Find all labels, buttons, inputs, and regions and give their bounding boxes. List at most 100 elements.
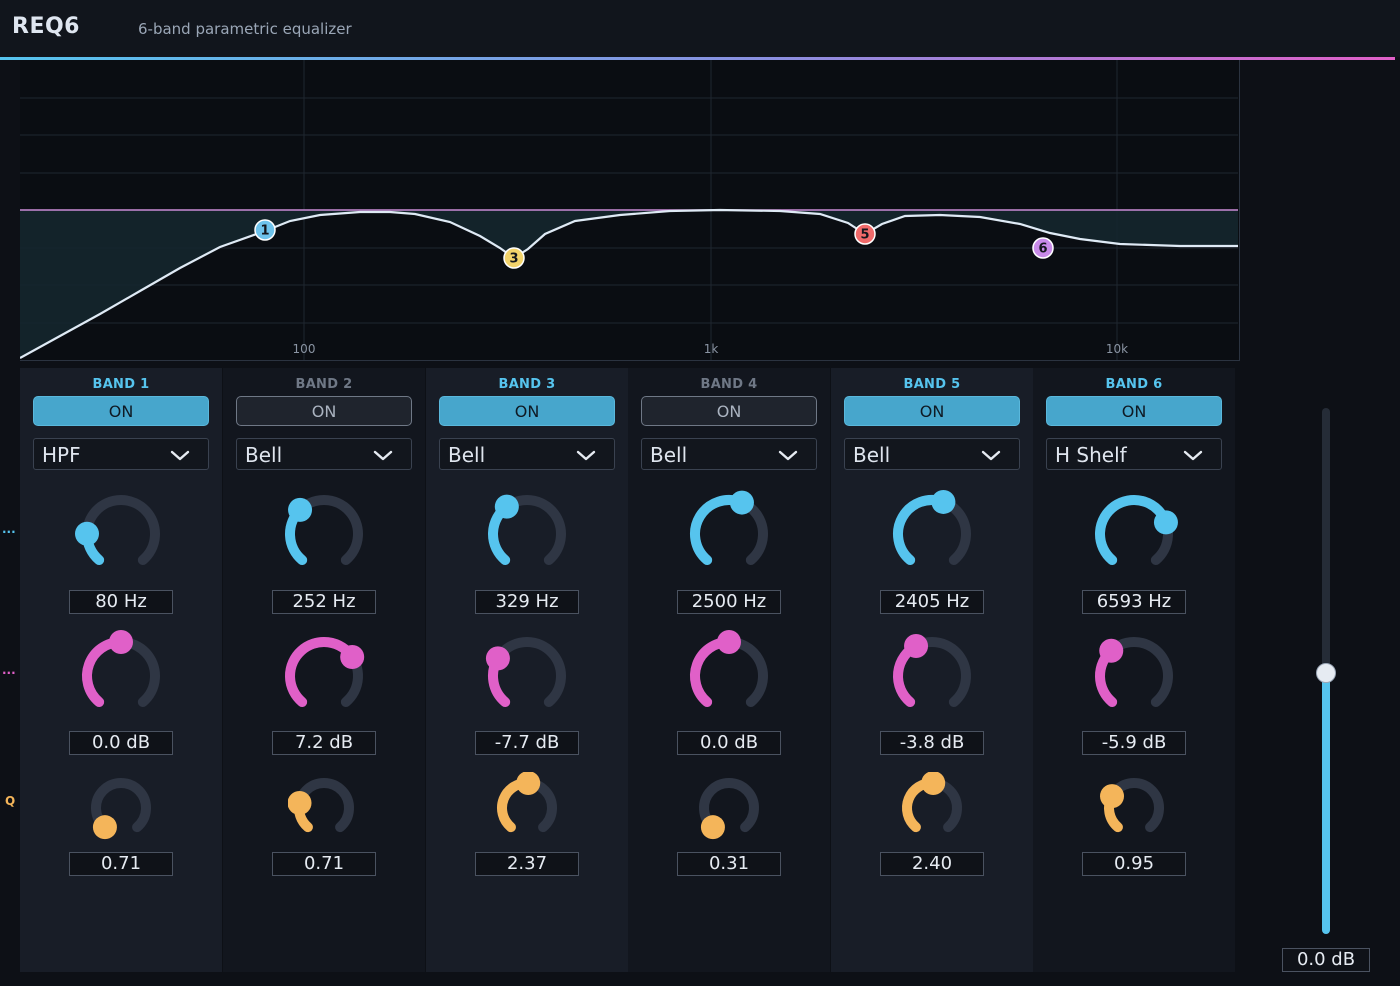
band-5-gain-knob[interactable]	[886, 630, 978, 722]
band-2-on-button[interactable]: ON	[236, 396, 412, 426]
accent-line	[0, 57, 1395, 60]
band-nodes[interactable]: 1 3 5 6	[254, 219, 1054, 269]
band-6-gain-value[interactable]: -5.9 dB	[1082, 731, 1186, 755]
band-6-strip: BAND 6 ON H Shelf 6593 Hz -5.9 dB 0.95	[1033, 368, 1235, 972]
band-6-freq-value[interactable]: 6593 Hz	[1082, 590, 1186, 614]
band-3-q-value[interactable]: 2.37	[475, 852, 579, 876]
band-4-q-knob-track	[699, 778, 759, 833]
band-4-gain-knob[interactable]	[683, 630, 775, 722]
band-4-strip: BAND 4 ON Bell 2500 Hz 0.0 dB 0.31	[628, 368, 830, 972]
band-4-gain-knob-handle[interactable]	[717, 630, 741, 654]
band-6-on-button[interactable]: ON	[1046, 396, 1222, 426]
band-1-q-knob-handle[interactable]	[92, 815, 117, 840]
band-6-freq-knob-value-arc	[1095, 495, 1171, 566]
band-1-on-button[interactable]: ON	[33, 396, 209, 426]
band-2-q-value[interactable]: 0.71	[272, 852, 376, 876]
band-4-type-value: Bell	[650, 443, 688, 467]
band-5-freq-value[interactable]: 2405 Hz	[880, 590, 984, 614]
band-4-gain-value[interactable]: 0.0 dB	[677, 731, 781, 755]
band-6-freq-knob-handle[interactable]	[1153, 510, 1178, 535]
band-3-freq-knob-handle[interactable]	[494, 494, 519, 519]
band-1-type-value: HPF	[42, 443, 81, 467]
band-1-freq-knob-handle[interactable]	[75, 521, 100, 546]
eq-response-graph[interactable]: 100 1k 10k 1 3 5 6	[20, 60, 1240, 361]
band-2-type-select[interactable]: Bell	[236, 438, 412, 470]
band-1-freq-value[interactable]: 80 Hz	[69, 590, 173, 614]
band-2-gain-knob[interactable]	[278, 630, 370, 722]
master-slider-thumb[interactable]	[1316, 663, 1336, 683]
band-5-gain-knob-handle[interactable]	[904, 633, 929, 658]
band-2-strip: BAND 2 ON Bell 252 Hz 7.2 dB 0.71	[223, 368, 425, 972]
band-5-label: BAND 5	[903, 377, 961, 392]
band-5-q-knob[interactable]	[896, 772, 968, 844]
band-1-gain-value[interactable]: 0.0 dB	[69, 731, 173, 755]
chevron-down-icon	[1183, 450, 1203, 461]
band-node-5[interactable]: 5	[854, 223, 876, 245]
band-4-q-knob[interactable]	[693, 772, 765, 844]
band-6-gain-knob[interactable]	[1088, 630, 1180, 722]
band-node-3[interactable]: 3	[503, 247, 525, 269]
band-4-freq-knob-handle[interactable]	[729, 490, 754, 515]
band-5-freq-knob-handle[interactable]	[931, 489, 956, 514]
band-3-gain-value[interactable]: -7.7 dB	[475, 731, 579, 755]
band-2-type-value: Bell	[245, 443, 283, 467]
master-gain-value[interactable]: 0.0 dB	[1282, 948, 1370, 972]
band-1-gain-knob-handle[interactable]	[109, 630, 133, 654]
band-2-freq-value[interactable]: 252 Hz	[272, 590, 376, 614]
band-3-freq-knob[interactable]	[481, 488, 573, 580]
band-4-q-knob-handle[interactable]	[700, 815, 725, 840]
band-5-gain-value[interactable]: -3.8 dB	[880, 731, 984, 755]
band-6-q-knob-handle[interactable]	[1100, 784, 1125, 809]
band-node-circle[interactable]	[1032, 237, 1054, 259]
band-4-type-select[interactable]: Bell	[641, 438, 817, 470]
eq-graph-canvas[interactable]: 100 1k 10k 1 3 5 6	[20, 60, 1238, 360]
band-1-q-value[interactable]: 0.71	[69, 852, 173, 876]
band-1-gain-knob[interactable]	[75, 630, 167, 722]
band-5-q-value[interactable]: 2.40	[880, 852, 984, 876]
band-node-1[interactable]: 1	[254, 219, 276, 241]
band-2-gain-value[interactable]: 7.2 dB	[272, 731, 376, 755]
band-1-q-knob[interactable]	[85, 772, 157, 844]
band-node-circle[interactable]	[503, 247, 525, 269]
band-3-strip: BAND 3 ON Bell 329 Hz -7.7 dB 2.37	[426, 368, 628, 972]
band-6-q-value[interactable]: 0.95	[1082, 852, 1186, 876]
band-2-gain-knob-handle[interactable]	[340, 644, 365, 669]
band-6-type-select[interactable]: H Shelf	[1046, 438, 1222, 470]
q-row-marker: Q	[5, 794, 16, 808]
master-gain-slider[interactable]	[1316, 408, 1336, 938]
band-3-on-button[interactable]: ON	[439, 396, 615, 426]
band-4-freq-knob[interactable]	[683, 488, 775, 580]
band-5-on-button[interactable]: ON	[844, 396, 1020, 426]
row-markers: ... ... Q	[0, 60, 20, 986]
band-1-type-select[interactable]: HPF	[33, 438, 209, 470]
band-3-q-knob-handle[interactable]	[516, 772, 541, 796]
band-node-6[interactable]: 6	[1032, 237, 1054, 259]
band-3-gain-knob[interactable]	[481, 630, 573, 722]
band-node-circle[interactable]	[254, 219, 276, 241]
band-3-type-select[interactable]: Bell	[439, 438, 615, 470]
band-5-type-select[interactable]: Bell	[844, 438, 1020, 470]
band-4-on-button[interactable]: ON	[641, 396, 817, 426]
band-4-freq-value[interactable]: 2500 Hz	[677, 590, 781, 614]
chevron-down-icon	[576, 450, 596, 461]
band-node-circle[interactable]	[854, 223, 876, 245]
band-6-q-knob[interactable]	[1098, 772, 1170, 844]
band-6-freq-knob[interactable]	[1088, 488, 1180, 580]
band-3-freq-value[interactable]: 329 Hz	[475, 590, 579, 614]
band-3-type-value: Bell	[448, 443, 486, 467]
band-5-freq-knob[interactable]	[886, 488, 978, 580]
band-2-freq-knob-handle[interactable]	[288, 497, 313, 522]
band-6-label: BAND 6	[1105, 377, 1163, 392]
band-6-gain-knob-handle[interactable]	[1099, 638, 1124, 663]
band-1-freq-knob[interactable]	[75, 488, 167, 580]
band-5-strip: BAND 5 ON Bell 2405 Hz -3.8 dB 2.40	[831, 368, 1033, 972]
band-2-q-knob-handle[interactable]	[288, 790, 312, 815]
band-4-q-value[interactable]: 0.31	[677, 852, 781, 876]
band-5-type-value: Bell	[853, 443, 891, 467]
band-node-label: 1	[260, 224, 269, 239]
band-3-gain-knob-handle[interactable]	[485, 646, 510, 671]
band-2-q-knob[interactable]	[288, 772, 360, 844]
band-2-freq-knob[interactable]	[278, 488, 370, 580]
band-5-q-knob-handle[interactable]	[921, 772, 946, 796]
band-3-q-knob[interactable]	[491, 772, 563, 844]
